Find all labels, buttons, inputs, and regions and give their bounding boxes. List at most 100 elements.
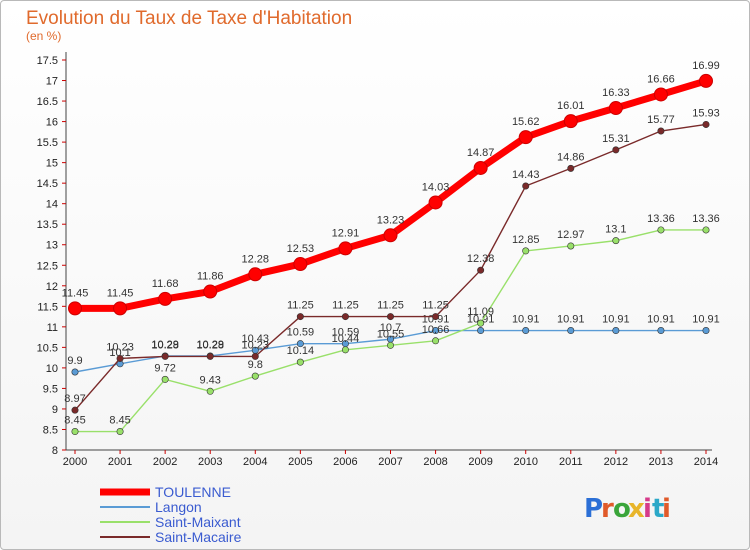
series-langon: 9.9 10.1 10.29 10.29 10.43 10.59 10.59 10.7 10.9… bbox=[67, 314, 720, 376]
data-label: 14.03 bbox=[422, 181, 450, 193]
y-tick-label: 13 bbox=[46, 240, 58, 252]
series-lines: 9.9 10.1 10.29 10.29 10.43 10.59 10.59 10.7 10.9… bbox=[62, 60, 720, 436]
series-saint-maixant: 8.45 8.45 9.72 9.43 9.8 10.14 10.44 10.55 10.66 1… bbox=[64, 213, 720, 436]
y-tick-label: 17 bbox=[46, 76, 58, 88]
data-point bbox=[612, 146, 620, 154]
legend-label: Saint-Macaire bbox=[155, 529, 242, 545]
data-point bbox=[473, 160, 488, 175]
y-tick-label: 9.5 bbox=[43, 383, 58, 395]
logo-letter: x bbox=[628, 494, 645, 524]
data-label: 11.25 bbox=[422, 300, 449, 312]
data-label: 16.33 bbox=[602, 87, 630, 99]
axes: 8 8.5 9 9.5 10 10.5 11 11.5 12 12.5 13 13.5 14 14.5 15… bbox=[37, 52, 718, 468]
data-label: 14.43 bbox=[512, 169, 540, 181]
data-point bbox=[477, 319, 485, 327]
data-point bbox=[653, 87, 668, 102]
data-label: 14.87 bbox=[467, 147, 495, 159]
x-tick-label: 2006 bbox=[333, 456, 357, 468]
data-point bbox=[608, 101, 623, 116]
y-tick-label: 11 bbox=[47, 322, 58, 334]
data-point bbox=[567, 327, 575, 335]
data-point bbox=[522, 327, 530, 335]
x-tick-label: 2009 bbox=[468, 456, 492, 468]
data-label: 9.43 bbox=[200, 374, 221, 386]
data-label: 12.53 bbox=[287, 243, 315, 255]
data-point bbox=[206, 387, 214, 395]
x-tick-label: 2001 bbox=[108, 456, 132, 468]
data-label: 11.68 bbox=[152, 278, 179, 290]
data-label: 16.66 bbox=[647, 73, 675, 85]
proxiti-logo: Pr oxi ti bbox=[584, 494, 671, 524]
data-label: 9.9 bbox=[67, 355, 82, 367]
data-label: 10.28 bbox=[196, 339, 224, 351]
data-point bbox=[702, 226, 710, 234]
data-point bbox=[477, 266, 485, 274]
data-point bbox=[567, 242, 575, 250]
data-point bbox=[383, 228, 398, 243]
x-tick-label: 2014 bbox=[694, 456, 718, 468]
data-point bbox=[203, 284, 218, 299]
y-tick-label: 11.5 bbox=[37, 301, 58, 313]
y-tick-label: 13.5 bbox=[37, 219, 58, 231]
data-label: 16.01 bbox=[557, 100, 585, 112]
data-label: 16.99 bbox=[692, 60, 720, 72]
data-label: 10.23 bbox=[242, 339, 270, 351]
data-label: 11.25 bbox=[377, 300, 404, 312]
data-label: 13.1 bbox=[605, 224, 626, 236]
data-label: 12.28 bbox=[242, 253, 270, 265]
data-point bbox=[338, 241, 353, 256]
data-point bbox=[68, 301, 82, 316]
data-point bbox=[522, 247, 530, 255]
data-point bbox=[293, 257, 308, 272]
data-point bbox=[567, 164, 575, 172]
data-point bbox=[432, 313, 440, 321]
data-point bbox=[71, 368, 79, 376]
data-label: 12.97 bbox=[557, 229, 585, 241]
data-label: 10.66 bbox=[422, 324, 450, 336]
y-tick-label: 15.5 bbox=[37, 137, 58, 149]
data-label: 9.72 bbox=[154, 362, 175, 374]
data-label: 11.25 bbox=[287, 300, 314, 312]
logo-letter: i bbox=[643, 494, 652, 524]
data-point bbox=[116, 354, 124, 362]
data-point bbox=[161, 352, 169, 360]
logo-letter: t bbox=[652, 494, 664, 524]
y-tick-label: 14.5 bbox=[37, 178, 58, 190]
legend-label: Langon bbox=[155, 499, 202, 515]
data-point bbox=[702, 327, 710, 335]
y-tick-label: 10 bbox=[46, 363, 58, 375]
data-label: 13.23 bbox=[377, 214, 405, 226]
data-point bbox=[657, 127, 665, 135]
data-label: 10.59 bbox=[287, 327, 315, 339]
y-tick-label: 14 bbox=[46, 199, 58, 211]
logo-letter: P bbox=[584, 494, 603, 524]
data-point bbox=[657, 327, 665, 335]
chart-subtitle: (en %) bbox=[26, 29, 61, 43]
series-line bbox=[75, 77, 708, 312]
x-tick-label: 2007 bbox=[378, 456, 402, 468]
data-label: 10.44 bbox=[332, 333, 360, 345]
data-point bbox=[386, 341, 394, 349]
data-point bbox=[702, 120, 710, 128]
y-tick-label: 9 bbox=[52, 404, 58, 416]
data-label: 15.62 bbox=[512, 116, 540, 128]
data-label: 12.38 bbox=[467, 253, 495, 265]
data-point bbox=[71, 428, 79, 436]
x-tick-label: 2002 bbox=[153, 456, 177, 468]
data-label: 12.85 bbox=[512, 234, 540, 246]
data-point bbox=[341, 313, 349, 321]
data-point bbox=[341, 346, 349, 354]
data-label: 10.28 bbox=[151, 339, 179, 351]
data-point bbox=[251, 372, 259, 380]
x-tick-label: 2012 bbox=[604, 456, 628, 468]
data-point bbox=[206, 352, 214, 360]
y-tick-label: 8 bbox=[52, 445, 58, 457]
data-point bbox=[432, 337, 440, 345]
data-point bbox=[477, 327, 485, 335]
logo-letter: o bbox=[613, 494, 631, 524]
data-point bbox=[71, 406, 79, 414]
data-label: 8.97 bbox=[64, 393, 85, 405]
data-point bbox=[116, 428, 124, 436]
x-tick-label: 2005 bbox=[288, 456, 312, 468]
data-label: 9.8 bbox=[248, 359, 263, 371]
